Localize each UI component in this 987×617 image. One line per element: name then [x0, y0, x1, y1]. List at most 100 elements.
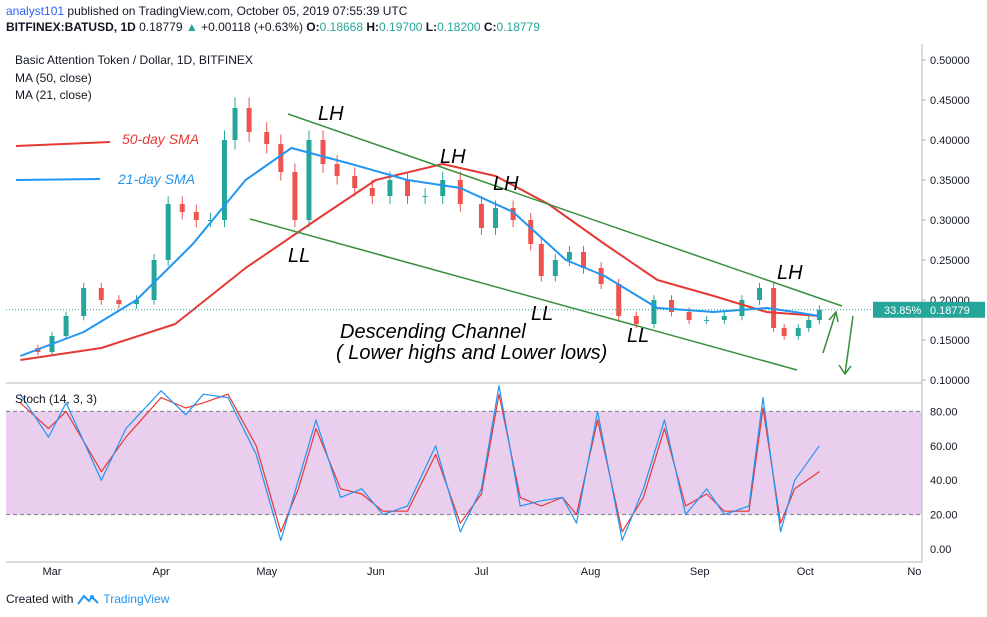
candle-body [306, 140, 312, 220]
candle-body [151, 260, 157, 300]
candle-body [552, 260, 558, 276]
chart-area[interactable]: 0.50000 0.45000 0.40000 0.35000 0.30000 0.250… [0, 38, 987, 586]
ohlc-row: BITFINEX:BATUSD, 1D 0.18779 ▲ +0.00118 (… [6, 20, 540, 34]
stoch-band [6, 411, 922, 515]
low-value: 0.18200 [437, 20, 481, 34]
candle-body [598, 268, 604, 284]
up-arrow-icon [822, 311, 837, 354]
time-tick-label: Aug [581, 566, 601, 578]
candle-body [387, 180, 393, 196]
candle-body [116, 300, 122, 304]
candle-body [264, 132, 270, 144]
open-value: 0.18668 [319, 20, 364, 34]
candle-body [704, 320, 710, 321]
candle-body [478, 204, 484, 228]
time-tick-label: May [256, 566, 277, 578]
price-tick-label: 0.25000 [930, 255, 970, 267]
price-tag-percent: 33.85% [884, 305, 922, 317]
low-label: L: [425, 20, 438, 34]
candle-body [405, 180, 411, 196]
legend-ma50-swatch [15, 141, 111, 147]
candle-body [816, 309, 822, 320]
candle-body [669, 300, 675, 312]
descending-channel-label: Descending Channel [340, 321, 526, 343]
price-tick-label: 0.50000 [930, 55, 970, 67]
candle-body [616, 284, 622, 316]
candle-body [207, 220, 213, 221]
open-label: O: [306, 20, 320, 34]
price-pane[interactable] [6, 48, 922, 380]
high-label: H: [366, 20, 380, 34]
legend-ma21-swatch [15, 178, 101, 181]
stoch-pane[interactable] [6, 385, 922, 556]
annotation-label: LH [777, 262, 803, 284]
candle-body [493, 208, 499, 228]
stoch-tick-label: 0.00 [930, 544, 951, 556]
stoch-tick-label: 40.00 [930, 475, 958, 487]
candle-body [63, 316, 69, 336]
candle-body [757, 288, 763, 300]
candle-body [292, 172, 298, 220]
stoch-tick-label: 20.00 [930, 510, 958, 522]
symbol-label: BITFINEX:BATUSD, 1D [6, 20, 136, 34]
candle-body [246, 108, 252, 132]
candle-body [369, 188, 375, 196]
time-tick-label: Sep [690, 566, 710, 578]
candle-body [795, 328, 801, 336]
price-tick-label: 0.30000 [930, 215, 970, 227]
candle-body [320, 140, 326, 164]
channel-description-label: ( Lower highs and Lower lows) [336, 342, 607, 364]
chart-title: Basic Attention Token / Dollar, 1D, BITF… [15, 53, 253, 67]
candle-body [581, 252, 587, 268]
ma21-line [19, 147, 820, 357]
ma50-line [20, 163, 820, 361]
candle-body [278, 144, 284, 172]
price-tag-box [873, 301, 985, 318]
down-arrow-head-icon [838, 364, 852, 376]
annotation-label: LH [493, 173, 519, 195]
candle-body [221, 140, 227, 220]
annotation-label: LL [531, 303, 553, 325]
candle-body [510, 208, 516, 220]
candle-body [440, 180, 446, 196]
candle-body [457, 180, 463, 204]
candle-body [739, 300, 745, 316]
candle-body [334, 164, 340, 176]
channel-lower-line [249, 218, 798, 371]
close-label: C: [483, 20, 497, 34]
price-tick-label: 0.15000 [930, 335, 970, 347]
candle-body [528, 220, 534, 244]
price-tick-label: 0.45000 [930, 95, 970, 107]
price-change: +0.00118 (+0.63%) [201, 20, 303, 34]
ma50-indicator-label: MA (50, close) [15, 71, 92, 85]
candle-body [179, 204, 185, 212]
ma21-indicator-label: MA (21, close) [15, 88, 92, 102]
time-tick-label: Mar [43, 566, 62, 578]
candle-body [781, 328, 787, 336]
candle-body [651, 300, 657, 324]
tradingview-brand[interactable]: TradingView [103, 592, 170, 606]
stoch-tick-label: 80.00 [930, 406, 958, 418]
annotation-label: LH [440, 146, 466, 168]
legend-ma50-label: 50-day SMA [122, 131, 199, 147]
time-tick-label: Jun [367, 566, 385, 578]
price-tick-label: 0.35000 [930, 175, 970, 187]
candle-body [81, 288, 87, 316]
up-arrow-head-icon [828, 310, 839, 323]
last-price: 0.18779 [139, 20, 183, 34]
candle-body [686, 312, 692, 320]
stoch-title: Stoch (14, 3, 3) [15, 392, 97, 406]
axes: 0.50000 0.45000 0.40000 0.35000 0.30000 0.250… [6, 44, 970, 578]
time-tick-label: No [907, 566, 921, 578]
price-tag-value: 0.18779 [930, 305, 970, 317]
price-pane-background [6, 48, 922, 380]
candle-body [165, 204, 171, 260]
stoch-k-line [19, 385, 820, 542]
annotation-label: LL [627, 325, 649, 347]
candle-body [193, 212, 199, 220]
author-link[interactable]: analyst101 [6, 4, 65, 18]
candle-body [806, 320, 812, 328]
annotation-label: LL [288, 245, 310, 267]
legend-ma21-label: 21-day SMA [117, 171, 195, 187]
close-value: 0.18779 [496, 20, 540, 34]
